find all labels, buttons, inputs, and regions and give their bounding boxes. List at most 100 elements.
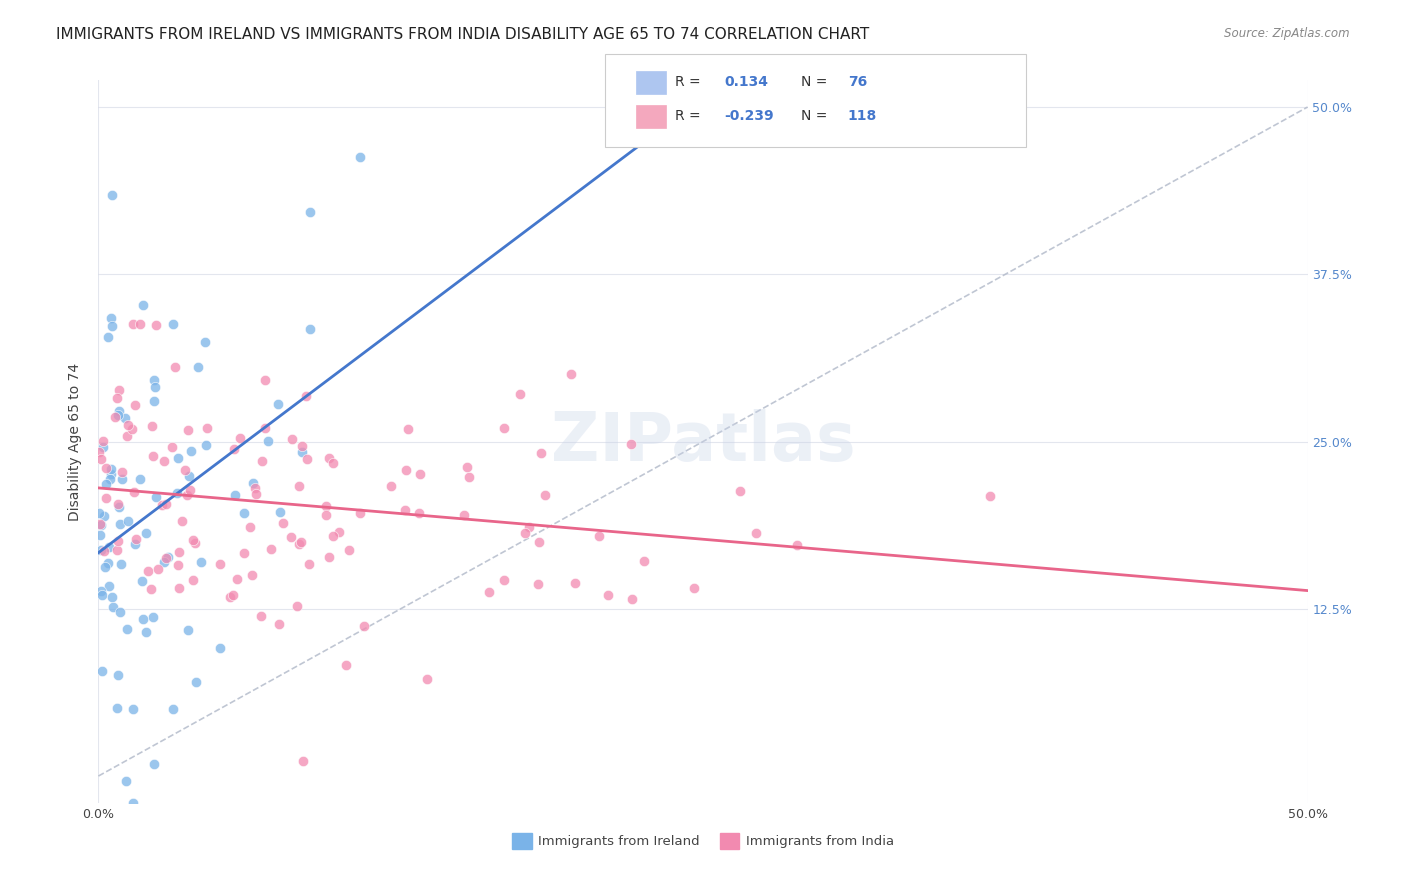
Immigrants from Ireland (90, 517, 112, 532)
Immigrants from India (173, 463, 195, 477)
Immigrants from Ireland (117, 515, 139, 529)
Immigrants from India (250, 608, 273, 623)
Immigrants from Ireland (349, 150, 371, 164)
Immigrants from India (315, 508, 337, 523)
Immigrants from Ireland (167, 450, 190, 465)
Immigrants from Ireland (101, 590, 124, 604)
Immigrants from India (318, 450, 340, 465)
Immigrants from India (280, 530, 302, 544)
Immigrants from India (288, 479, 311, 493)
Immigrants from India (89, 444, 111, 458)
Immigrants from India (530, 446, 553, 460)
Immigrants from Ireland (100, 461, 122, 475)
Immigrants from Ireland (122, 702, 145, 716)
Text: R =: R = (675, 75, 700, 89)
Immigrants from India (146, 562, 169, 576)
Immigrants from Ireland (115, 622, 138, 636)
Immigrants from India (243, 482, 266, 496)
Immigrants from Ireland (91, 440, 114, 454)
Immigrants from India (315, 499, 337, 513)
Immigrants from Ireland (91, 588, 114, 602)
Immigrants from India (290, 439, 312, 453)
Text: N =: N = (801, 109, 828, 123)
Immigrants from India (337, 543, 360, 558)
Immigrants from India (328, 524, 350, 539)
Immigrants from Ireland (142, 609, 165, 624)
Text: Source: ZipAtlas.com: Source: ZipAtlas.com (1225, 27, 1350, 40)
Text: 0.134: 0.134 (724, 75, 768, 89)
Immigrants from Ireland (177, 468, 200, 483)
Immigrants from Ireland (194, 335, 217, 350)
Text: N =: N = (801, 75, 828, 89)
Immigrants from Ireland (208, 640, 231, 655)
Immigrants from India (517, 520, 540, 534)
Immigrants from India (176, 488, 198, 502)
Immigrants from India (229, 431, 252, 445)
Immigrants from India (152, 454, 174, 468)
Text: 118: 118 (848, 109, 877, 123)
Immigrants from India (598, 588, 620, 602)
Immigrants from India (91, 434, 114, 448)
Immigrants from Ireland (190, 555, 212, 569)
Immigrants from Ireland (97, 330, 120, 344)
Immigrants from India (226, 573, 249, 587)
Immigrants from India (177, 423, 200, 437)
Immigrants from Ireland (267, 397, 290, 411)
Immigrants from India (533, 487, 555, 501)
Immigrants from India (150, 498, 173, 512)
Immigrants from India (117, 417, 139, 432)
Text: ZIPatlas: ZIPatlas (551, 409, 855, 475)
Immigrants from Ireland (110, 605, 132, 619)
Immigrants from Ireland (166, 486, 188, 500)
Immigrants from Ireland (142, 756, 165, 771)
Immigrants from India (184, 536, 207, 550)
Immigrants from India (633, 554, 655, 568)
Immigrants from India (218, 590, 240, 604)
Y-axis label: Disability Age 65 to 74: Disability Age 65 to 74 (69, 362, 83, 521)
Immigrants from Ireland (121, 796, 143, 810)
Immigrants from India (139, 582, 162, 596)
Immigrants from India (349, 506, 371, 520)
Immigrants from India (456, 460, 478, 475)
Immigrants from Ireland (298, 205, 321, 219)
Immigrants from India (322, 528, 344, 542)
Immigrants from India (253, 373, 276, 387)
Immigrants from India (353, 619, 375, 633)
Immigrants from India (233, 546, 256, 560)
Immigrants from Ireland (97, 579, 120, 593)
Immigrants from India (260, 541, 283, 556)
Immigrants from India (105, 543, 128, 558)
Immigrants from India (222, 442, 245, 456)
Immigrants from India (396, 422, 419, 436)
Immigrants from India (181, 574, 204, 588)
Immigrants from Ireland (128, 472, 150, 486)
Immigrants from India (394, 503, 416, 517)
Text: -0.239: -0.239 (724, 109, 773, 123)
Immigrants from Ireland (107, 668, 129, 682)
Immigrants from India (250, 454, 273, 468)
Immigrants from Ireland (114, 411, 136, 425)
Immigrants from Ireland (93, 560, 115, 574)
Immigrants from India (245, 487, 267, 501)
Immigrants from India (107, 534, 129, 549)
Immigrants from India (179, 483, 201, 497)
Immigrants from India (295, 452, 318, 467)
Immigrants from Ireland (135, 525, 157, 540)
Immigrants from India (108, 383, 131, 397)
Immigrants from India (285, 599, 308, 613)
Immigrants from India (380, 479, 402, 493)
Immigrants from India (288, 537, 311, 551)
Immigrants from Ireland (101, 318, 124, 333)
Immigrants from India (294, 389, 316, 403)
Immigrants from Ireland (90, 584, 112, 599)
Immigrants from India (125, 532, 148, 546)
Immigrants from India (160, 440, 183, 454)
Immigrants from Ireland (100, 311, 122, 326)
Immigrants from Ireland (108, 403, 131, 417)
Immigrants from India (409, 467, 432, 482)
Immigrants from Ireland (100, 188, 122, 202)
Immigrants from India (621, 592, 644, 607)
Immigrants from India (208, 557, 231, 571)
Immigrants from Ireland (224, 488, 246, 502)
Immigrants from India (107, 497, 129, 511)
